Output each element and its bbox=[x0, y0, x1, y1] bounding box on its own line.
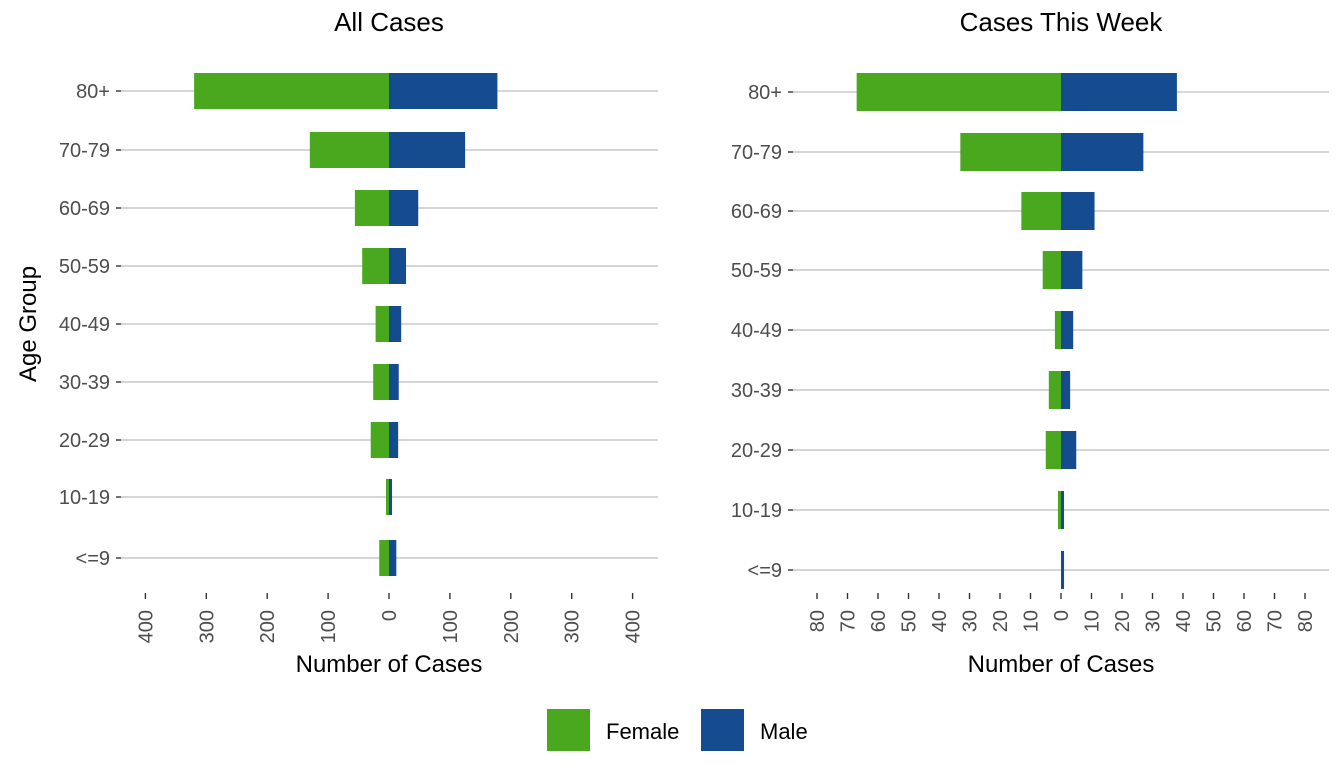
x-tick-label: 80 bbox=[1295, 610, 1317, 632]
bar-male bbox=[1061, 192, 1095, 230]
x-tick-label: 200 bbox=[257, 610, 279, 643]
x-tick-label: 0 bbox=[379, 610, 401, 621]
y-tick-label: 80+ bbox=[76, 81, 110, 103]
bar-male bbox=[1061, 251, 1083, 289]
x-tick-label: 400 bbox=[623, 610, 645, 643]
bar-female bbox=[379, 540, 389, 576]
x-tick-label: 70 bbox=[838, 610, 860, 632]
x-tick-label: 60 bbox=[1234, 610, 1256, 632]
bar-female bbox=[194, 73, 389, 109]
y-tick-label: 50-59 bbox=[731, 260, 782, 282]
y-tick-label: 20-29 bbox=[59, 430, 110, 452]
y-tick-label: 80+ bbox=[748, 82, 782, 104]
bar-female bbox=[375, 306, 389, 342]
bar-male bbox=[389, 248, 407, 284]
legend: Female Male bbox=[547, 709, 808, 751]
panel-title: All Cases bbox=[334, 7, 444, 37]
bar-female bbox=[1054, 311, 1061, 349]
bar-male bbox=[1061, 133, 1144, 171]
y-tick-label: 70-79 bbox=[731, 142, 782, 164]
x-axis-title: Number of Cases bbox=[296, 651, 483, 678]
x-tick-label: 10 bbox=[1021, 610, 1043, 632]
bar-female bbox=[386, 479, 389, 515]
x-tick-label: 40 bbox=[929, 610, 951, 632]
legend-swatch-female bbox=[547, 709, 590, 751]
x-tick-label: 80 bbox=[807, 610, 829, 632]
bar-female bbox=[362, 248, 389, 284]
x-tick-label: 200 bbox=[501, 610, 523, 643]
bar-male bbox=[1061, 431, 1077, 469]
x-tick-label: 0 bbox=[1051, 610, 1073, 621]
y-axis-title: Age Group bbox=[15, 266, 42, 382]
bar-male bbox=[1061, 551, 1065, 589]
bar-male bbox=[389, 73, 498, 109]
legend-swatch-male bbox=[701, 709, 744, 751]
y-tick-label: <=9 bbox=[748, 560, 782, 582]
x-tick-label: 300 bbox=[196, 610, 218, 643]
bar-female bbox=[1048, 371, 1061, 409]
bar-female bbox=[309, 132, 389, 168]
y-tick-label: 40-49 bbox=[59, 314, 110, 336]
y-tick-label: 30-39 bbox=[59, 372, 110, 394]
y-tick-label: 30-39 bbox=[731, 380, 782, 402]
legend-label-male: Male bbox=[760, 719, 808, 744]
y-tick-label: 50-59 bbox=[59, 256, 110, 278]
x-tick-label: 50 bbox=[899, 610, 921, 632]
bar-male bbox=[389, 364, 399, 400]
bar-female bbox=[370, 422, 389, 458]
bar-male bbox=[1061, 73, 1177, 111]
bar-female bbox=[1045, 431, 1061, 469]
bar-male bbox=[389, 306, 402, 342]
panel-cases-this-week: Cases This Week <=9 10-19 20-29 30-39 40-49 50… bbox=[731, 7, 1329, 678]
bar-male bbox=[389, 540, 397, 576]
x-tick-label: 50 bbox=[1204, 610, 1226, 632]
x-tick-label: 300 bbox=[562, 610, 584, 643]
x-tick-label: 60 bbox=[868, 610, 890, 632]
bar-male bbox=[389, 422, 399, 458]
x-tick-label: 20 bbox=[990, 610, 1012, 632]
bar-male bbox=[1061, 311, 1074, 349]
x-tick-label: 400 bbox=[135, 610, 157, 643]
x-tick-label: 70 bbox=[1265, 610, 1287, 632]
x-tick-label: 30 bbox=[960, 610, 982, 632]
bar-female bbox=[354, 190, 389, 226]
y-tick-label: 40-49 bbox=[731, 320, 782, 342]
y-tick-label: 60-69 bbox=[731, 201, 782, 223]
x-tick-label: 100 bbox=[440, 610, 462, 643]
panel-all-cases: All Cases <=9 10-19 20-29 30-39 40-49 50-59 60-… bbox=[15, 7, 658, 678]
x-tick-label: 20 bbox=[1112, 610, 1134, 632]
bar-female bbox=[960, 133, 1061, 171]
x-tick-label: 30 bbox=[1143, 610, 1165, 632]
x-tick-label: 40 bbox=[1173, 610, 1195, 632]
bar-male bbox=[389, 132, 466, 168]
panel-title: Cases This Week bbox=[960, 7, 1164, 37]
bar-female bbox=[373, 364, 389, 400]
bar-female bbox=[1042, 251, 1061, 289]
bar-female bbox=[1057, 491, 1061, 529]
legend-label-female: Female bbox=[606, 719, 679, 744]
x-axis-title: Number of Cases bbox=[968, 651, 1155, 678]
x-tick-label: 100 bbox=[318, 610, 340, 643]
y-tick-label: <=9 bbox=[76, 548, 110, 570]
bar-male bbox=[389, 190, 419, 226]
y-tick-label: 70-79 bbox=[59, 140, 110, 162]
x-tick-label: 10 bbox=[1082, 610, 1104, 632]
bar-male bbox=[1061, 491, 1065, 529]
bar-female bbox=[1021, 192, 1061, 230]
y-tick-label: 20-29 bbox=[731, 440, 782, 462]
bar-male bbox=[389, 479, 393, 515]
bar-female bbox=[856, 73, 1061, 111]
y-tick-label: 60-69 bbox=[59, 198, 110, 220]
bar-male bbox=[1061, 371, 1071, 409]
y-tick-label: 10-19 bbox=[59, 487, 110, 509]
y-tick-label: 10-19 bbox=[731, 500, 782, 522]
